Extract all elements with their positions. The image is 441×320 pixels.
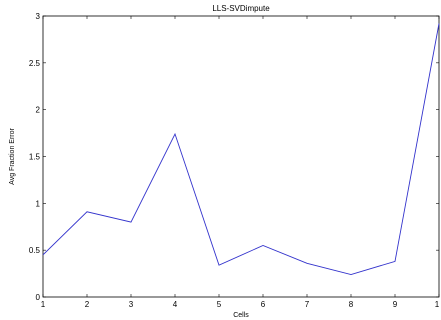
x-axis: 1 2 3 4 5 6 7 8 9 1: [41, 16, 440, 309]
y-tick-label: 2.5: [29, 59, 41, 68]
x-tick-label: 8: [349, 300, 354, 309]
x-tick-label: 2: [85, 300, 90, 309]
y-tick-label: 2: [36, 106, 41, 115]
chart-title: LLS-SVDimpute: [212, 4, 270, 13]
x-tick-label: 1: [435, 300, 440, 309]
x-tick-label: 1: [41, 300, 46, 309]
x-tick-label: 9: [393, 300, 398, 309]
x-axis-label: Cells: [233, 312, 249, 319]
x-tick-label: 7: [305, 300, 310, 309]
x-tick-label: 4: [173, 300, 178, 309]
x-tick-label: 6: [261, 300, 266, 309]
x-tick-label: 5: [217, 300, 222, 309]
series-line: [42, 23, 440, 275]
y-tick-label: 1.5: [29, 153, 41, 162]
y-tick-label: 1: [36, 199, 41, 208]
y-tick-label: 3: [36, 12, 41, 21]
series-layer: [42, 23, 440, 275]
y-tick-label: 0: [36, 293, 41, 302]
y-axis-label: Avg Fraction Error: [9, 128, 16, 185]
y-axis: 0 0.5 1 1.5 2 2.5 3: [29, 12, 439, 302]
y-tick-label: 0.5: [29, 246, 41, 255]
x-tick-label: 3: [129, 300, 134, 309]
